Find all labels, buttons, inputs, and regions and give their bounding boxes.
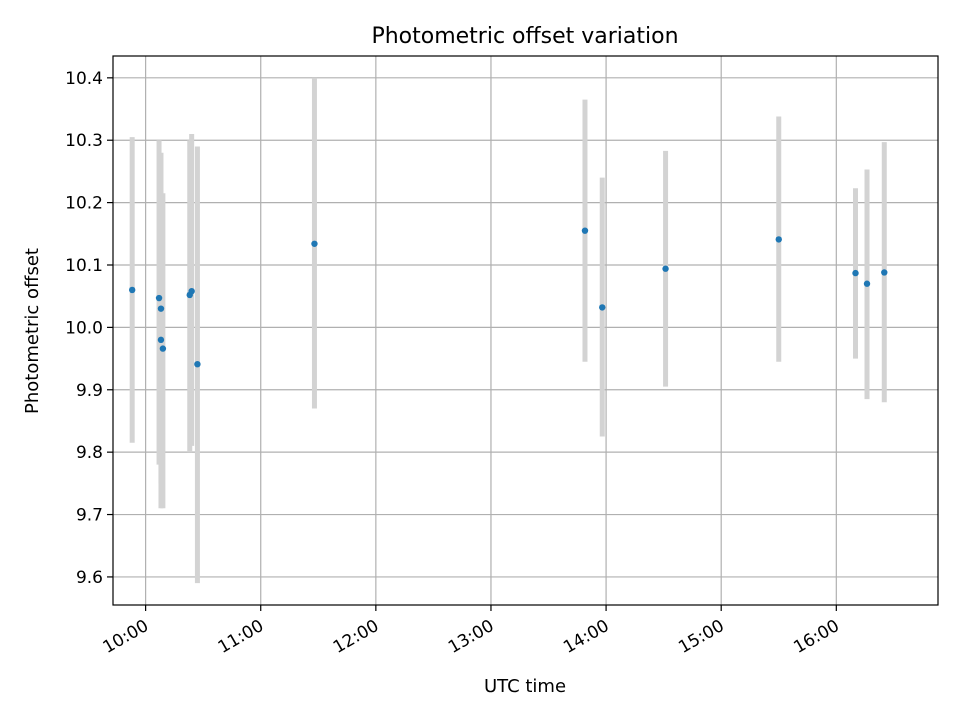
y-axis: 9.6 9.7 9.8 9.9 10.0 10.1 10.2 10.3 10.4 xyxy=(65,69,113,588)
plot-frame xyxy=(112,55,939,606)
y-tick-label: 9.6 xyxy=(76,568,103,588)
y-tick-label: 9.9 xyxy=(76,381,103,401)
x-axis-label: UTC time xyxy=(484,676,566,697)
y-tick-label: 9.8 xyxy=(76,443,103,463)
grid-lines xyxy=(113,56,938,605)
plot-background xyxy=(113,56,938,605)
x-tick-label: 10:00 xyxy=(100,616,152,658)
y-tick-label: 10.2 xyxy=(65,194,103,214)
chart-title: Photometric offset variation xyxy=(371,24,678,49)
data-point xyxy=(599,304,606,311)
data-point xyxy=(159,345,167,352)
data-point xyxy=(775,236,782,243)
data-point xyxy=(662,265,669,272)
x-tick-label: 12:00 xyxy=(330,616,382,658)
y-axis-label: Photometric offset xyxy=(22,248,43,414)
data-point xyxy=(157,336,165,344)
data-point xyxy=(581,227,589,234)
data-point xyxy=(155,294,163,302)
data-points xyxy=(128,227,888,368)
x-tick-label: 11:00 xyxy=(215,616,267,658)
x-tick-label: 14:00 xyxy=(560,616,612,658)
data-point xyxy=(863,280,871,287)
data-point xyxy=(157,305,165,312)
x-tick-label: 16:00 xyxy=(790,616,842,658)
data-point xyxy=(188,287,195,295)
data-point xyxy=(194,360,201,368)
data-point xyxy=(311,240,318,247)
data-point xyxy=(852,269,859,277)
y-tick-label: 10.0 xyxy=(65,318,103,338)
data-point xyxy=(128,286,136,294)
data-point xyxy=(881,269,888,276)
x-tick-label: 15:00 xyxy=(675,616,727,658)
x-tick-label: 13:00 xyxy=(445,616,497,658)
y-tick-label: 10.4 xyxy=(65,69,103,89)
y-tick-label: 9.7 xyxy=(76,506,103,526)
x-axis: 10:00 11:00 12:00 13:00 14:00 15:00 16:00 xyxy=(100,605,843,658)
y-tick-label: 10.3 xyxy=(65,131,103,151)
y-tick-label: 10.1 xyxy=(65,256,103,276)
